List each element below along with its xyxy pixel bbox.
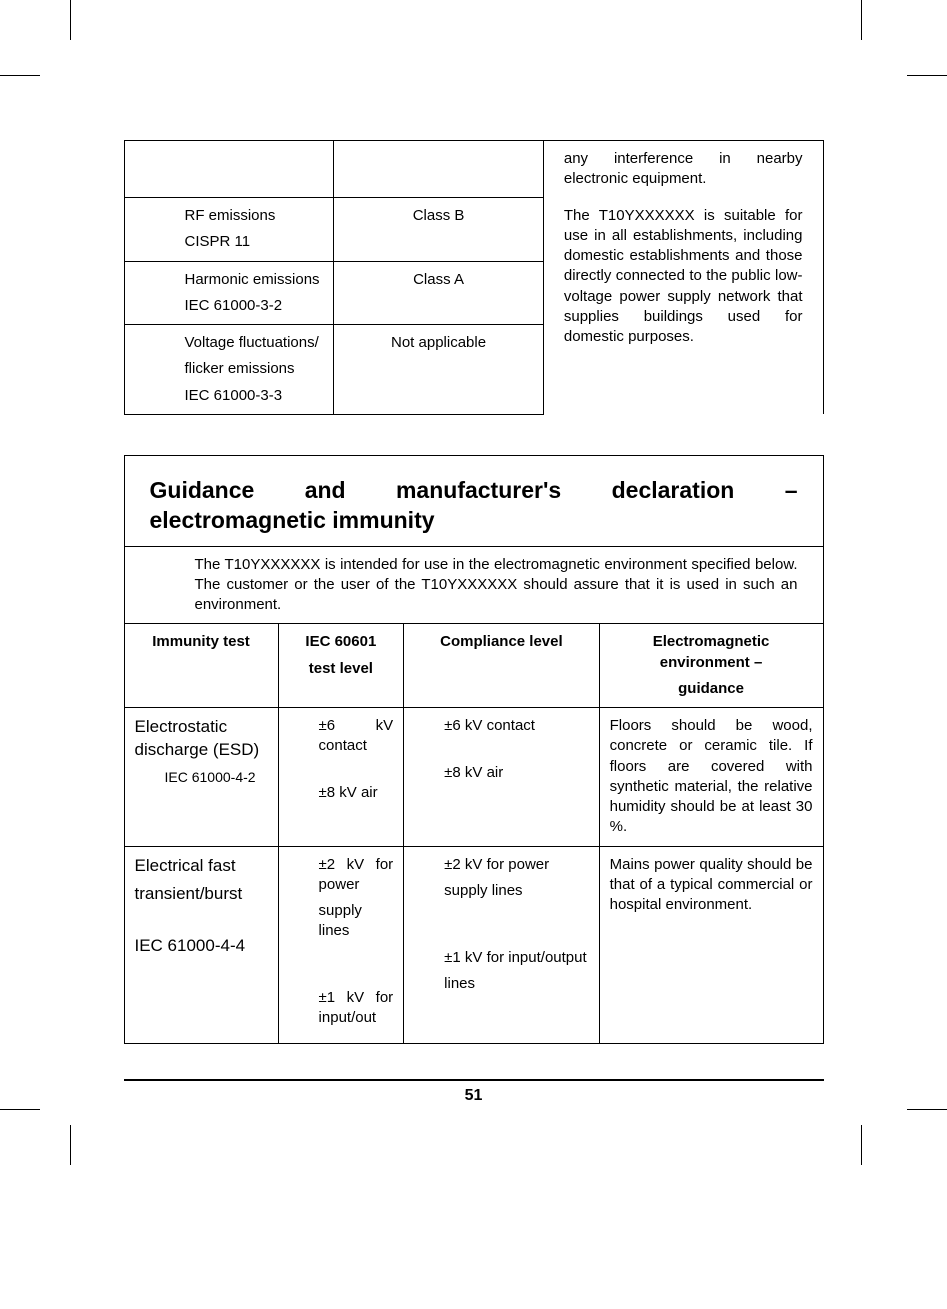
table-cell: Mains power quality should be that of a … <box>599 846 822 1043</box>
immunity-table: Immunity test IEC 60601 test level Compl… <box>125 623 823 1042</box>
immunity-test-name: Electrostatic discharge (ESD) <box>135 716 268 762</box>
emission-label: Voltage fluctuations/ <box>185 333 324 353</box>
compliance-level: ±1 kV for input/output <box>444 948 588 968</box>
table-cell <box>124 141 334 198</box>
table-cell: ±2 kV for power supply lines ±1 kV for i… <box>278 846 404 1043</box>
header-text: guidance <box>678 680 744 697</box>
immunity-test-name: transient/burst <box>135 883 268 906</box>
table-cell: Not applicable <box>334 325 544 415</box>
immunity-test-name: Electrical fast <box>135 855 268 878</box>
test-level: ±6 kV contact <box>319 716 394 757</box>
test-level: ±8 kV air <box>319 783 394 803</box>
test-level: ±2 kV for power <box>319 855 394 896</box>
table-cell: Voltage fluctuations/ flicker emissions … <box>124 325 334 415</box>
table-cell: any interference in nearby electronic eq… <box>543 141 823 198</box>
table-cell: Floors should be wood, concrete or ceram… <box>599 708 822 847</box>
table-cell: Electrostatic discharge (ESD) IEC 61000-… <box>125 708 279 847</box>
compliance-level: ±2 kV for power <box>444 855 588 875</box>
test-level: supply lines <box>319 901 394 942</box>
table-cell: ±6 kV contact ±8 kV air <box>404 708 599 847</box>
footer-rule <box>124 1079 824 1081</box>
compliance-level: supply lines <box>444 881 588 901</box>
immunity-standard: IEC 61000-4-4 <box>135 935 268 958</box>
emission-label: RF emissions <box>185 206 324 226</box>
table-cell: Electrical fast transient/burst IEC 6100… <box>125 846 279 1043</box>
test-level: ±1 kV for input/out <box>319 988 394 1029</box>
table-cell: Class A <box>334 261 544 325</box>
emission-label: Harmonic emissions <box>185 270 324 290</box>
table-header: Immunity test <box>125 624 279 708</box>
header-text: Electromagnetic environment – <box>610 632 813 673</box>
document-page: any interference in nearby electronic eq… <box>0 0 947 1165</box>
emission-standard: IEC 61000-3-3 <box>185 387 283 404</box>
table-cell: Class B <box>334 198 544 262</box>
table-cell: RF emissions CISPR 11 <box>124 198 334 262</box>
header-text: IEC 60601 <box>289 632 394 652</box>
emission-label: flicker emissions <box>185 359 324 379</box>
page-content: any interference in nearby electronic eq… <box>124 0 824 1105</box>
compliance-level: ±6 kV contact <box>444 716 588 736</box>
page-number: 51 <box>124 1087 824 1105</box>
emissions-table: any interference in nearby electronic eq… <box>124 140 824 415</box>
compliance-level: lines <box>444 974 588 994</box>
table-header: Electromagnetic environment – guidance <box>599 624 822 708</box>
table-cell: ±6 kV contact ±8 kV air <box>278 708 404 847</box>
table-cell: ±2 kV for power supply lines ±1 kV for i… <box>404 846 599 1043</box>
emission-standard: CISPR 11 <box>185 233 251 250</box>
table-cell <box>334 141 544 198</box>
table-cell: The T10YXXXXXX is suitable for use in al… <box>543 198 823 415</box>
table-cell: Harmonic emissions IEC 61000-3-2 <box>124 261 334 325</box>
compliance-level: ±8 kV air <box>444 763 588 783</box>
table-header: Compliance level <box>404 624 599 708</box>
immunity-standard: IEC 61000-4-2 <box>135 768 268 787</box>
emission-standard: IEC 61000-3-2 <box>185 297 283 314</box>
section-heading: Guidance and manufacturer's declaration … <box>125 456 823 546</box>
header-text: test level <box>309 660 373 677</box>
immunity-section: Guidance and manufacturer's declaration … <box>124 455 824 1044</box>
section-intro: The T10YXXXXXX is intended for use in th… <box>125 546 823 624</box>
table-header: IEC 60601 test level <box>278 624 404 708</box>
